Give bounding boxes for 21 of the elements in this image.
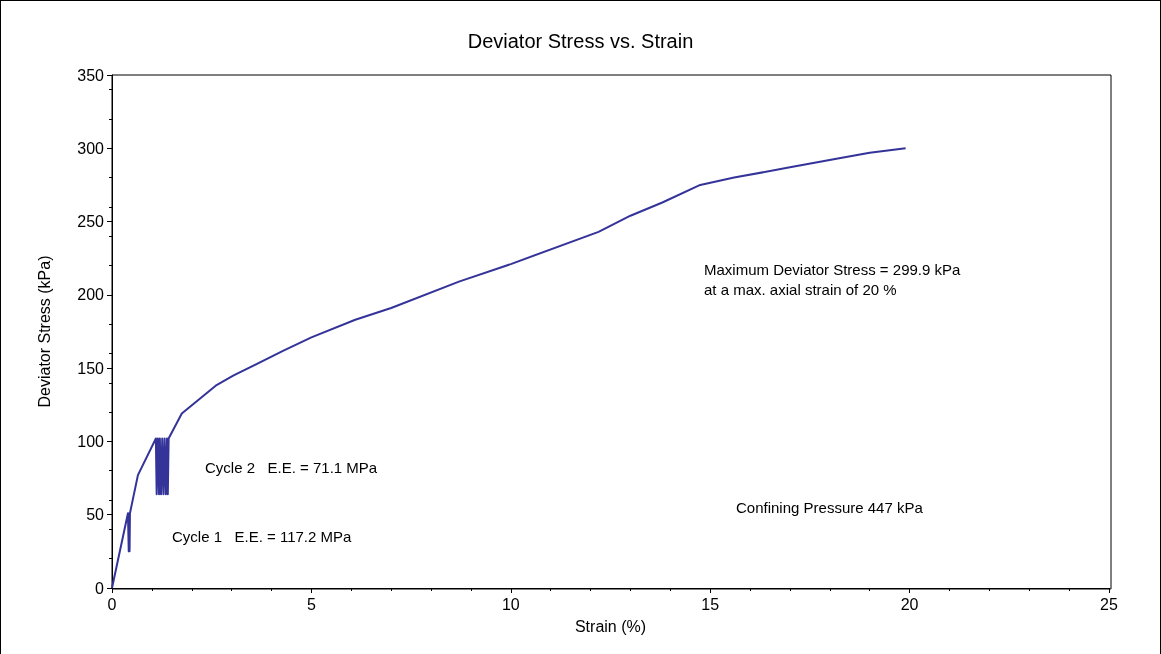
y-tick-label: 300	[77, 139, 105, 157]
x-tick-label: 10	[501, 595, 520, 613]
y-tick-label: 50	[86, 506, 105, 524]
y-tick-label: 100	[77, 432, 105, 450]
annotation: Cycle 2 E.E. = 71.1 MPa	[205, 458, 378, 476]
y-tick-label: 250	[77, 213, 105, 231]
x-tick-label: 0	[107, 595, 117, 613]
x-tick-label: 25	[1100, 595, 1118, 613]
x-tick-label: 5	[306, 595, 316, 613]
y-tick-label: 150	[77, 359, 105, 377]
x-axis-title: Strain (%)	[574, 617, 647, 635]
y-axis-title: Deviator Stress (kPa)	[35, 255, 53, 408]
x-tick-label: 15	[701, 595, 720, 613]
y-tick-label: 0	[95, 579, 105, 597]
annotation: Confining Pressure 447 kPa	[736, 498, 924, 516]
y-tick-label: 200	[77, 286, 105, 304]
annotation: Cycle 1 E.E. = 117.2 MPa	[172, 527, 353, 545]
x-tick-label: 20	[900, 595, 919, 613]
annotation: Maximum Deviator Stress = 299.9 kPa at a max. axial strain of 20 %	[704, 260, 962, 298]
y-tick-label: 350	[77, 66, 105, 84]
chart-title: Deviator Stress vs. Strain	[467, 30, 694, 52]
